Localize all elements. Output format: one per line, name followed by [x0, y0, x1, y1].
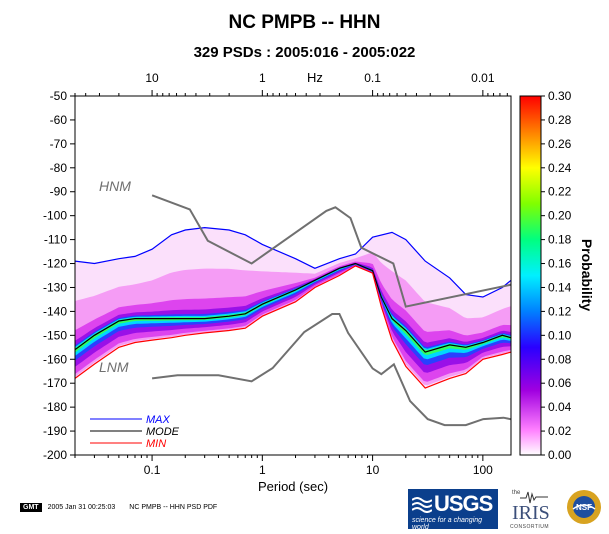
- nsf-logo: NSF: [567, 490, 601, 524]
- colorbar-tick-label: 0.18: [548, 233, 572, 247]
- y-tick-label: -170: [43, 376, 67, 390]
- usgs-logo: USGS science for a changing world: [408, 489, 498, 531]
- colorbar-tick-label: 0.00: [548, 448, 572, 462]
- colorbar: [519, 95, 542, 456]
- colorbar-tick-label: 0.20: [548, 209, 572, 223]
- nsf-seal-icon: [567, 490, 601, 524]
- colorbar-tick-label: 0.22: [548, 185, 572, 199]
- nsf-name: NSF: [576, 503, 592, 512]
- colorbar-tick-label: 0.28: [548, 113, 572, 127]
- top-tick-label: 0.01: [471, 71, 495, 85]
- footer-timestamp: 2005 Jan 31 00:25:03: [47, 504, 116, 511]
- series-line-hnm: [151, 194, 511, 308]
- top-tick-label: 10: [145, 71, 159, 85]
- y-tick-label: -160: [43, 352, 67, 366]
- y-tick-label: -80: [50, 161, 68, 175]
- x-axis-label: Period (sec): [258, 479, 328, 494]
- iris-logo: the IRIS CONSORTIUM: [508, 488, 554, 530]
- y-tick-label: -150: [43, 328, 67, 342]
- legend-min-label: MIN: [146, 438, 166, 450]
- series-line-min: [75, 265, 511, 389]
- colorbar-tick-label: 0.02: [548, 424, 572, 438]
- top-tick-label: 1: [259, 71, 266, 85]
- plot-frame: [74, 95, 512, 456]
- colorbar-label: Probability: [579, 239, 595, 312]
- y-tick-label: -90: [50, 185, 68, 199]
- colorbar-tick-label: 0.16: [548, 257, 572, 271]
- y-tick-label: -50: [50, 89, 68, 103]
- lnm-annotation: LNM: [99, 359, 129, 375]
- density-band-cyan: [75, 263, 511, 360]
- series-line-lnm: [151, 313, 511, 427]
- legend: MAX MODE MIN: [90, 414, 180, 450]
- y-tick-label: -180: [43, 400, 67, 414]
- colorbar-tick-label: 0.08: [548, 352, 572, 366]
- y-tick-label: -120: [43, 257, 67, 271]
- top-axis-label: Hz: [307, 70, 323, 85]
- chart-title: NC PMPB -- HHN: [228, 12, 381, 33]
- usgs-tagline: science for a changing world: [412, 517, 483, 531]
- colorbar-tick-label: 0.10: [548, 328, 572, 342]
- x-tick-label: 0.1: [144, 463, 161, 477]
- x-tick-label: 10: [366, 463, 380, 477]
- iris-name: IRIS: [512, 502, 550, 524]
- density-band-blue: [75, 263, 511, 365]
- chart-subtitle: 329 PSDs : 2005:016 - 2005:022: [193, 44, 416, 61]
- legend-max-label: MAX: [146, 414, 171, 426]
- colorbar-tick-label: 0.26: [548, 137, 572, 151]
- density-band-magenta: [75, 261, 511, 382]
- series-line-max: [75, 226, 511, 298]
- footer-caption: NC PMPB -- HHN PSD PDF: [129, 504, 218, 511]
- seismogram-icon: [520, 491, 548, 504]
- usgs-name: USGS: [434, 491, 493, 516]
- colorbar-tick-label: 0.24: [548, 161, 572, 175]
- y-tick-label: -190: [43, 424, 67, 438]
- top-tick-label: 0.1: [364, 71, 381, 85]
- series-line-mode: [75, 262, 511, 353]
- legend-mode-label: MODE: [146, 426, 180, 438]
- footer: GMT 2005 Jan 31 00:25:03 NC PMPB -- HHN …: [20, 503, 217, 512]
- x-tick-label: 1: [259, 463, 266, 477]
- colorbar-tick-label: 0.12: [548, 304, 572, 318]
- iris-consortium: CONSORTIUM: [510, 524, 550, 530]
- probability-density: [75, 227, 511, 388]
- x-tick-label: 100: [473, 463, 493, 477]
- y-tick-label: -200: [43, 448, 67, 462]
- iris-prefix: the: [512, 490, 521, 496]
- colorbar-tick-label: 0.30: [548, 89, 572, 103]
- y-tick-label: -100: [43, 209, 67, 223]
- usgs-wave-icon: [412, 497, 432, 513]
- y-tick-label: -60: [50, 113, 68, 127]
- y-tick-label: -110: [44, 233, 67, 247]
- y-tick-label: -130: [43, 280, 67, 294]
- y-tick-label: -140: [43, 304, 67, 318]
- colorbar-tick-label: 0.14: [548, 280, 572, 294]
- y-tick-label: -70: [50, 137, 68, 151]
- density-band-purple: [75, 262, 511, 373]
- gmt-badge: GMT: [20, 503, 42, 512]
- hnm-annotation: HNM: [99, 178, 131, 194]
- colorbar-tick-label: 0.04: [548, 400, 572, 414]
- colorbar-tick-label: 0.06: [548, 376, 572, 390]
